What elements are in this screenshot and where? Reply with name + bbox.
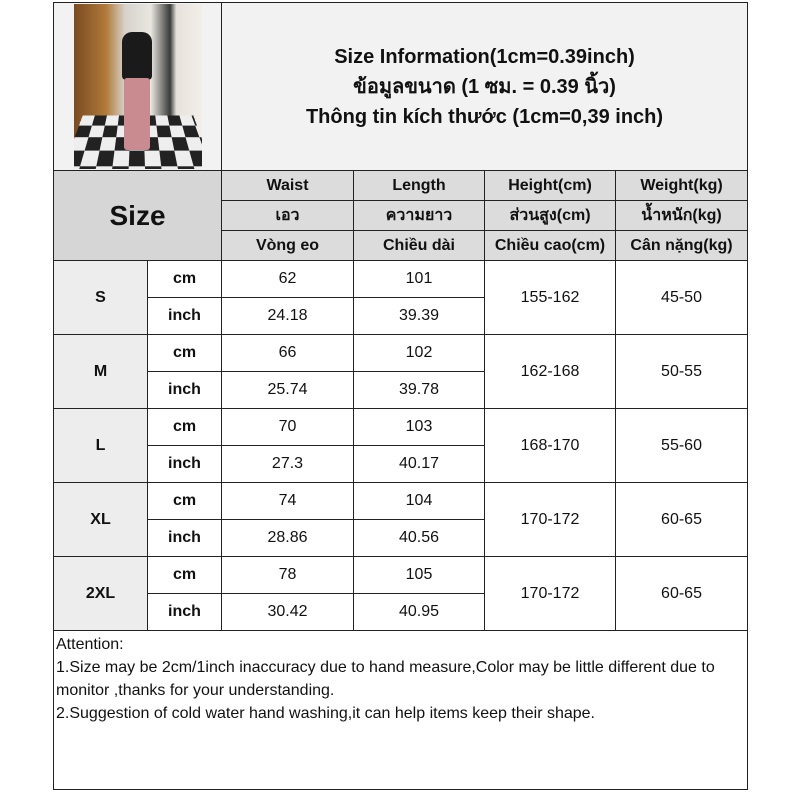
waist-inch: 24.18: [221, 297, 354, 335]
size-row-inch: inch 30.42 40.95: [54, 593, 748, 631]
size-row-cm: M cm 66 102 162-168 50-55: [53, 334, 749, 409]
size-row-cm: S cm 62 101 155-162 45-50: [53, 260, 749, 335]
col-header-length-th: ความยาว: [353, 200, 485, 231]
product-photo-cell: [53, 2, 222, 171]
unit-inch: inch: [147, 593, 222, 631]
attention-notes: Attention: 1.Size may be 2cm/1inch inacc…: [52, 630, 749, 790]
length-inch: 40.95: [353, 593, 485, 631]
weight-range: 60-65: [614, 556, 749, 631]
size-label: M: [53, 334, 148, 409]
col-header-waist-th: เอว: [221, 200, 354, 231]
height-range: 155-162: [484, 260, 616, 335]
col-header-weight-vi: Cân nặng(kg): [614, 230, 749, 261]
length-cm: 101: [353, 260, 485, 298]
col-header-waist-vi: Vòng eo: [221, 230, 354, 261]
height-range: 170-172: [484, 556, 616, 631]
waist-cm: 78: [221, 556, 354, 594]
col-header-length: Length: [353, 170, 485, 201]
waist-cm: 66: [221, 334, 354, 372]
col-header-height-vi: Chiều cao(cm): [484, 230, 616, 261]
unit-inch: inch: [147, 445, 222, 483]
unit-inch: inch: [147, 297, 222, 335]
size-row-inch: inch 25.74 39.78: [54, 371, 748, 409]
height-range: 162-168: [484, 334, 616, 409]
col-header-weight-th: น้ำหนัก(kg): [614, 200, 749, 231]
size-row-inch: inch 24.18 39.39: [54, 297, 748, 335]
size-information-title: Size Information(1cm=0.39inch) ข้อมูลขนา…: [220, 2, 749, 171]
length-cm: 105: [353, 556, 485, 594]
title-english: Size Information(1cm=0.39inch): [334, 45, 635, 68]
size-row-cm: XL cm 74 104 170-172 60-65: [53, 482, 749, 557]
unit-cm: cm: [147, 260, 222, 298]
size-label: XL: [53, 482, 148, 557]
unit-cm: cm: [147, 408, 222, 446]
unit-inch: inch: [147, 371, 222, 409]
size-label: S: [53, 260, 148, 335]
height-range: 168-170: [484, 408, 616, 483]
size-label: 2XL: [53, 556, 148, 631]
length-inch: 39.78: [353, 371, 485, 409]
size-chart-table: Size Information(1cm=0.39inch) ข้อมูลขนา…: [52, 2, 749, 790]
waist-inch: 25.74: [221, 371, 354, 409]
length-cm: 104: [353, 482, 485, 520]
weight-range: 45-50: [614, 260, 749, 335]
title-thai: ข้อมูลขนาด (1 ซม. = 0.39 นิ้ว): [353, 75, 616, 98]
attention-heading: Attention:: [56, 636, 124, 653]
waist-inch: 28.86: [221, 519, 354, 557]
waist-inch: 27.3: [221, 445, 354, 483]
title-vietnamese: Thông tin kích thước (1cm=0,39 inch): [305, 105, 664, 128]
waist-cm: 74: [221, 482, 354, 520]
unit-cm: cm: [147, 556, 222, 594]
col-header-waist: Waist: [221, 170, 354, 201]
length-cm: 103: [353, 408, 485, 446]
length-cm: 102: [353, 334, 485, 372]
length-inch: 39.39: [353, 297, 485, 335]
weight-range: 55-60: [614, 408, 749, 483]
height-range: 170-172: [484, 482, 616, 557]
size-row-inch: inch 27.3 40.17: [54, 445, 748, 483]
waist-cm: 62: [221, 260, 354, 298]
col-header-height: Height(cm): [484, 170, 616, 201]
product-photo: [73, 4, 202, 169]
col-header-height-th: ส่วนสูง(cm): [484, 200, 616, 231]
waist-cm: 70: [221, 408, 354, 446]
col-header-length-vi: Chiều dài: [353, 230, 485, 261]
col-header-weight: Weight(kg): [614, 170, 749, 201]
size-row-cm: 2XL cm 78 105 170-172 60-65: [53, 556, 749, 631]
unit-cm: cm: [147, 482, 222, 520]
length-inch: 40.56: [353, 519, 485, 557]
attention-note-2: 2.Suggestion of cold water hand washing,…: [56, 705, 595, 722]
unit-cm: cm: [147, 334, 222, 372]
waist-inch: 30.42: [221, 593, 354, 631]
attention-note-1: 1.Size may be 2cm/1inch inaccuracy due t…: [56, 659, 715, 699]
size-label: L: [53, 408, 148, 483]
length-inch: 40.17: [353, 445, 485, 483]
unit-inch: inch: [147, 519, 222, 557]
size-row-inch: inch 28.86 40.56: [54, 519, 748, 557]
weight-range: 50-55: [614, 334, 749, 409]
weight-range: 60-65: [614, 482, 749, 557]
size-header: Size: [53, 170, 222, 261]
size-row-cm: L cm 70 103 168-170 55-60: [53, 408, 749, 483]
